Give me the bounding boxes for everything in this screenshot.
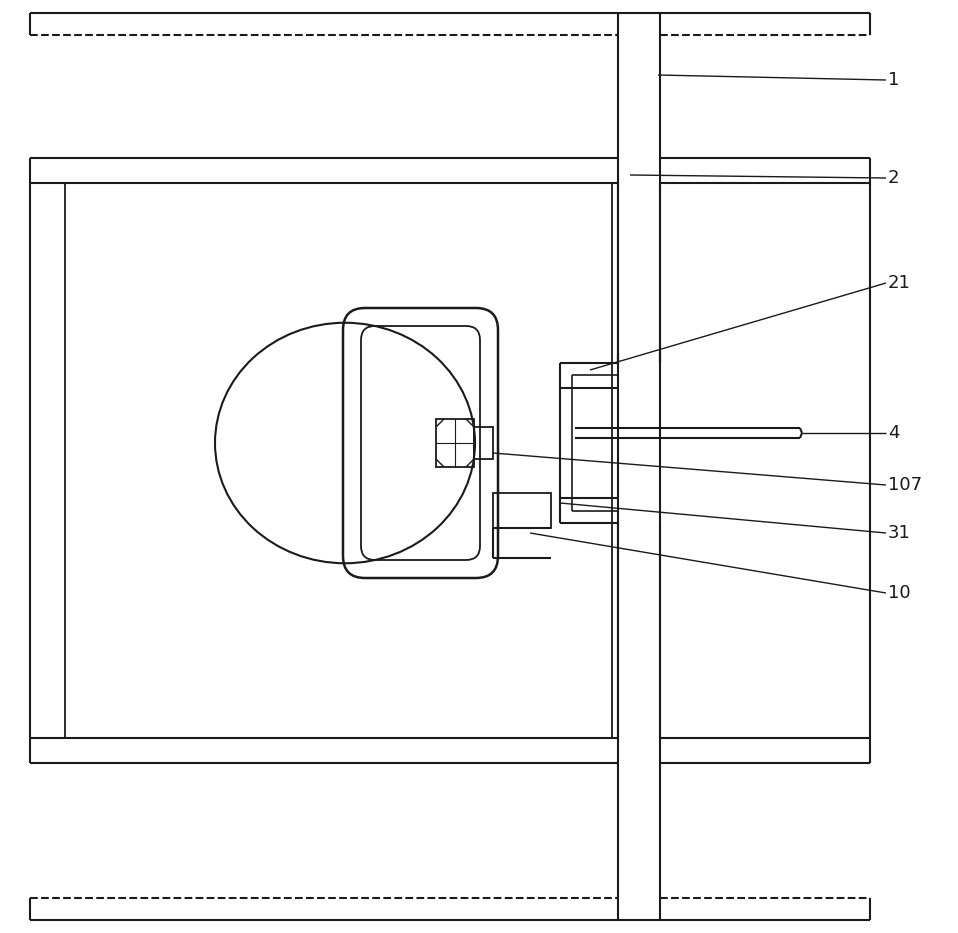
- Bar: [493, 493, 551, 528]
- Text: 1: 1: [888, 71, 900, 89]
- Text: 21: 21: [888, 274, 911, 292]
- Text: 4: 4: [888, 424, 900, 442]
- Text: 10: 10: [888, 584, 911, 602]
- Text: 31: 31: [888, 524, 911, 542]
- Bar: [436, 419, 474, 467]
- Text: 107: 107: [888, 476, 923, 494]
- Bar: [474, 427, 493, 459]
- Text: 2: 2: [888, 169, 900, 187]
